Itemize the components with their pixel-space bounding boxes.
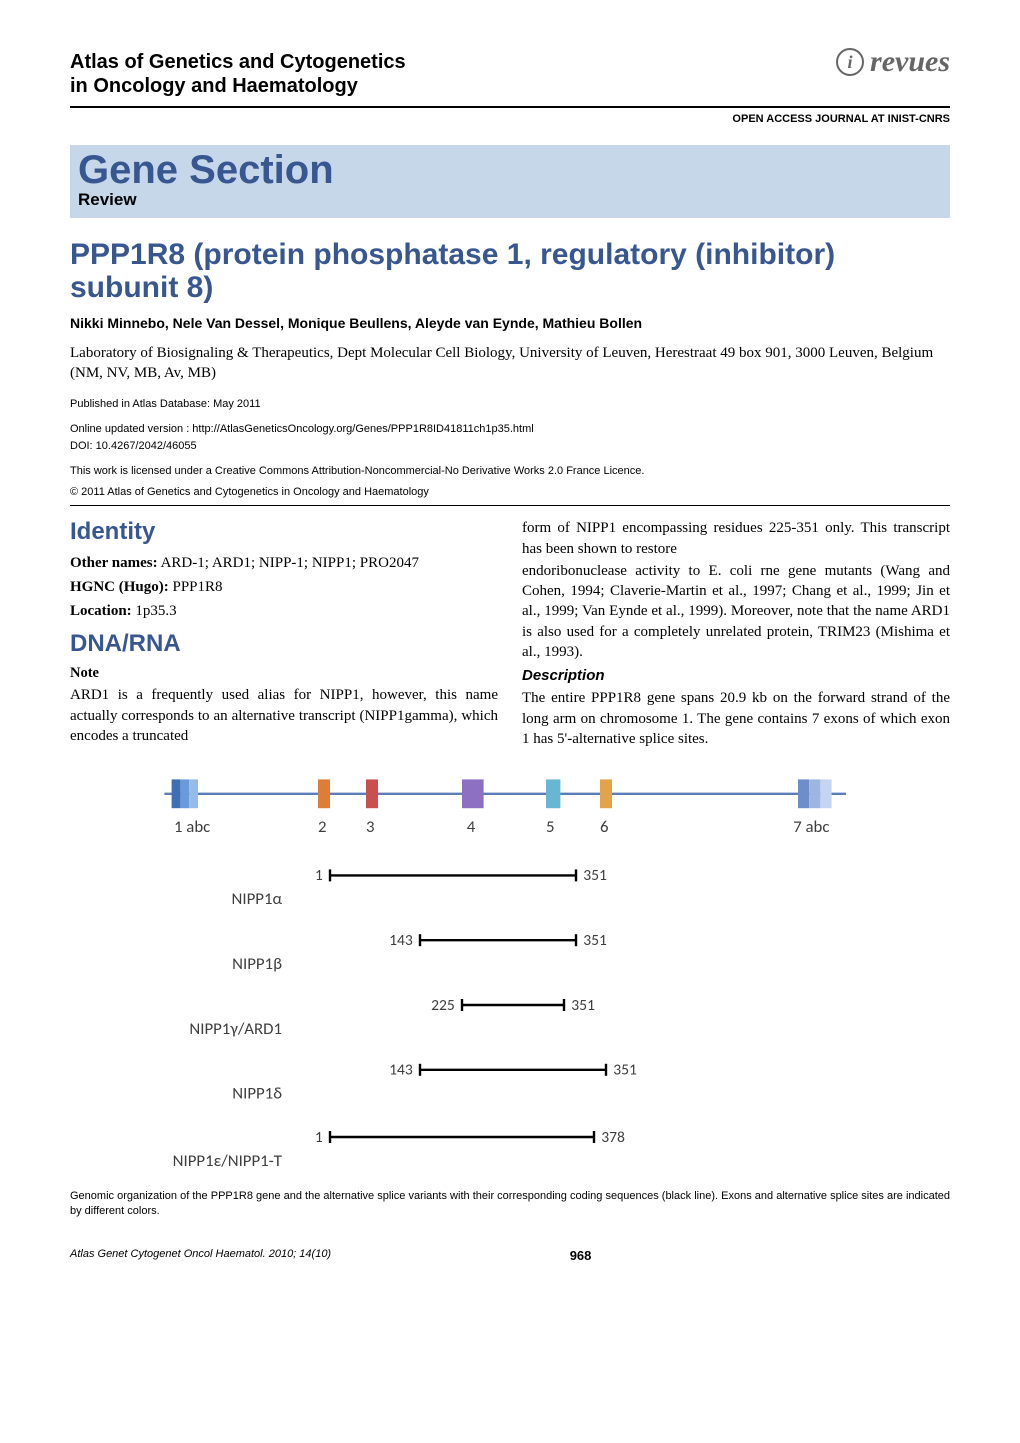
section-band: Gene Section Review (70, 145, 950, 218)
right-column: form of NIPP1 encompassing residues 225-… (522, 516, 950, 751)
svg-text:143: 143 (389, 1061, 413, 1080)
copyright: © 2011 Atlas of Genetics and Cytogenetic… (70, 485, 950, 500)
other-names-label: Other names: (70, 555, 158, 571)
hgnc-line: HGNC (Hugo): PPP1R8 (70, 577, 498, 597)
note-text-right1: form of NIPP1 encompassing residues 225-… (522, 518, 950, 559)
svg-text:1: 1 (315, 866, 323, 885)
online-url: Online updated version : http://AtlasGen… (70, 422, 950, 437)
page-footer: Atlas Genet Cytogenet Oncol Haematol. 20… (70, 1247, 950, 1265)
svg-text:378: 378 (601, 1128, 625, 1147)
svg-text:NIPP1γ/ARD1: NIPP1γ/ARD1 (189, 1018, 282, 1039)
journal-title-line1: Atlas of Genetics and Cytogenetics (70, 50, 950, 74)
authors: Nikki Minnebo, Nele Van Dessel, Monique … (70, 314, 950, 333)
section-subtitle: Review (78, 189, 942, 212)
svg-text:1 abc: 1 abc (174, 816, 210, 837)
svg-text:3: 3 (366, 816, 375, 837)
dnarna-heading: DNA/RNA (70, 628, 498, 660)
svg-text:143: 143 (389, 931, 413, 950)
description-text: The entire PPP1R8 gene spans 20.9 kb on … (522, 688, 950, 749)
journal-header: i revues Atlas of Genetics and Cytogenet… (70, 50, 950, 98)
other-names-value: ARD-1; ARD1; NIPP-1; NIPP1; PRO2047 (158, 555, 419, 571)
svg-text:7 abc: 7 abc (793, 816, 829, 837)
svg-text:NIPP1δ: NIPP1δ (232, 1083, 282, 1104)
svg-text:6: 6 (600, 816, 609, 837)
figure-caption: Genomic organization of the PPP1R8 gene … (70, 1189, 950, 1219)
svg-text:NIPP1ε/NIPP1-T: NIPP1ε/NIPP1-T (173, 1150, 282, 1171)
left-column: Identity Other names: ARD-1; ARD1; NIPP-… (70, 516, 498, 751)
note-text-left: ARD1 is a frequently used alias for NIPP… (70, 685, 498, 746)
svg-text:NIPP1α: NIPP1α (232, 888, 283, 909)
description-heading: Description (522, 666, 950, 686)
article-title: PPP1R8 (protein phosphatase 1, regulator… (70, 238, 950, 304)
svg-text:351: 351 (583, 866, 607, 885)
svg-text:351: 351 (613, 1061, 637, 1080)
svg-text:2: 2 (318, 816, 327, 837)
divider-thin (70, 505, 950, 506)
body-columns: Identity Other names: ARD-1; ARD1; NIPP-… (70, 516, 950, 751)
location-label: Location: (70, 603, 132, 619)
note-label: Note (70, 664, 498, 684)
logo-i-icon: i (836, 48, 864, 76)
hgnc-label: HGNC (Hugo): (70, 579, 169, 595)
gene-svg: 1 abc 2 3 4 5 6 7 abc 1 351 NIPP1α 143 351 NIPP1β 225… (150, 765, 870, 1173)
open-access-label: OPEN ACCESS JOURNAL AT INIST-CNRS (70, 112, 950, 127)
gene-figure: 1 abc 2 3 4 5 6 7 abc 1 351 NIPP1α 143 351 NIPP1β 225… (70, 765, 950, 1179)
svg-text:351: 351 (583, 931, 607, 950)
svg-text:NIPP1β: NIPP1β (232, 953, 282, 974)
svg-text:1: 1 (315, 1128, 323, 1147)
other-names-line: Other names: ARD-1; ARD1; NIPP-1; NIPP1;… (70, 553, 498, 573)
doi: DOI: 10.4267/2042/46055 (70, 439, 950, 454)
journal-title-line2: in Oncology and Haematology (70, 74, 950, 98)
section-title: Gene Section (78, 149, 942, 191)
divider (70, 106, 950, 108)
published-line: Published in Atlas Database: May 2011 (70, 397, 950, 412)
svg-text:5: 5 (546, 816, 555, 837)
svg-text:225: 225 (431, 996, 455, 1015)
publisher-logo: i revues (836, 42, 950, 83)
svg-text:351: 351 (571, 996, 595, 1015)
location-value: 1p35.3 (132, 603, 177, 619)
identity-heading: Identity (70, 516, 498, 548)
logo-text: revues (870, 42, 950, 83)
note-text-right2: endoribonuclease activity to E. coli rne… (522, 561, 950, 662)
footer-page: 968 (570, 1247, 592, 1265)
affiliation: Laboratory of Biosignaling & Therapeutic… (70, 343, 950, 384)
location-line: Location: 1p35.3 (70, 601, 498, 621)
footer-citation: Atlas Genet Cytogenet Oncol Haematol. 20… (70, 1247, 331, 1265)
svg-text:4: 4 (467, 816, 476, 837)
license: This work is licensed under a Creative C… (70, 464, 950, 479)
hgnc-value: PPP1R8 (169, 579, 223, 595)
